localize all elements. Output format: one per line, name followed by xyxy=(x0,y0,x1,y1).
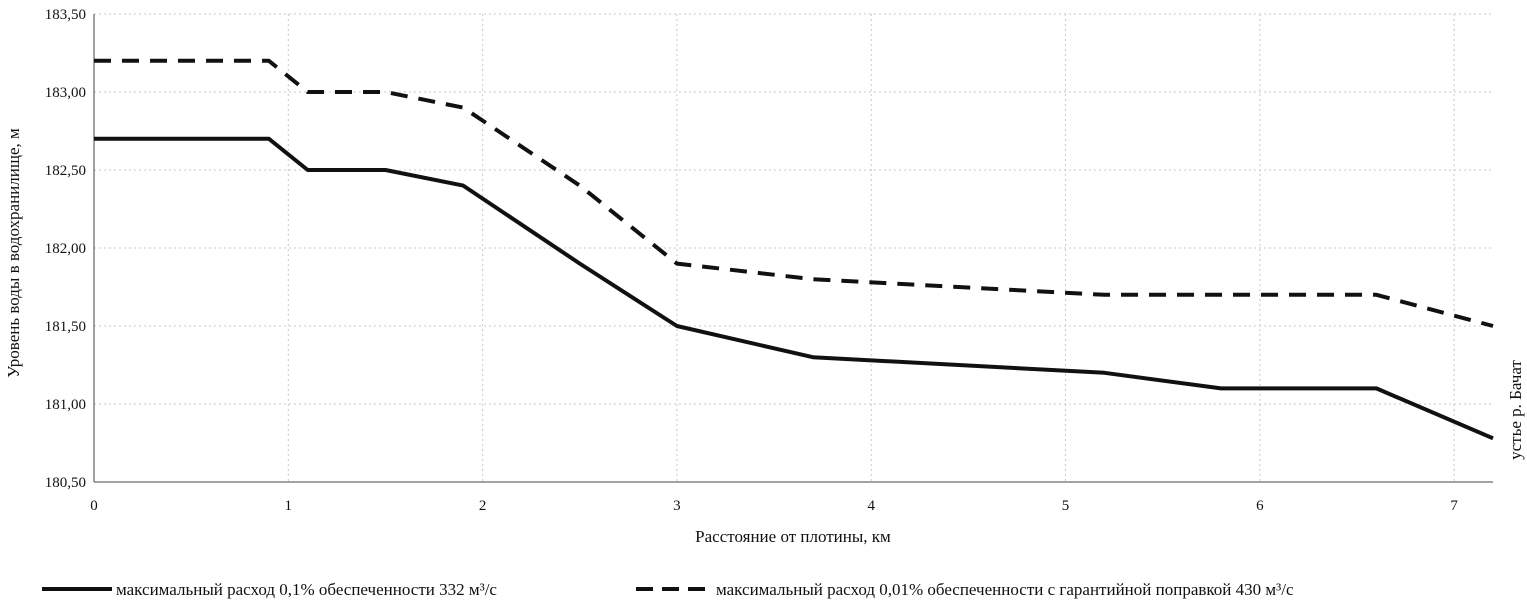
series-line-solid xyxy=(94,136,1494,441)
y-tick-label: 183,50 xyxy=(45,7,86,23)
y-tick-label: 182,00 xyxy=(45,241,86,257)
x-tick-label: 6 xyxy=(1256,498,1264,514)
y-tick-label: 181,50 xyxy=(45,319,86,335)
x-tick-label: 7 xyxy=(1450,498,1458,514)
legend-label-solid: максимальный расход 0,1% обеспеченности … xyxy=(116,580,497,599)
y-tick-label: 180,50 xyxy=(45,475,86,491)
y-axis-title: Уровень воды в водохранилище, м xyxy=(4,128,23,378)
x-tick-label: 5 xyxy=(1062,498,1070,514)
axes xyxy=(93,14,1493,483)
river-mouth-annotation: устье р. Бачат xyxy=(1506,360,1525,460)
y-tick-label: 182,50 xyxy=(45,163,86,179)
series-line-dashed xyxy=(94,58,1494,328)
x-tick-label: 0 xyxy=(90,498,98,514)
y-tick-label: 183,00 xyxy=(45,85,86,101)
grid-lines xyxy=(93,13,1493,483)
legend: максимальный расход 0,1% обеспеченности … xyxy=(42,580,1294,599)
y-axis-ticks: 180,50 181,00 181,50 182,00 182,50 183,00 183,… xyxy=(45,7,86,491)
x-tick-label: 2 xyxy=(479,498,487,514)
series-lines xyxy=(94,58,1494,441)
legend-label-dashed: максимальный расход 0,01% обеспеченности… xyxy=(716,580,1294,599)
x-tick-label: 4 xyxy=(867,498,875,514)
x-tick-label: 3 xyxy=(673,498,681,514)
x-axis-ticks: 0 1 2 3 4 5 6 7 xyxy=(90,498,1458,514)
y-tick-label: 181,00 xyxy=(45,397,86,413)
x-tick-label: 1 xyxy=(285,498,293,514)
x-axis-title: Расстояние от плотины, км xyxy=(695,527,891,546)
